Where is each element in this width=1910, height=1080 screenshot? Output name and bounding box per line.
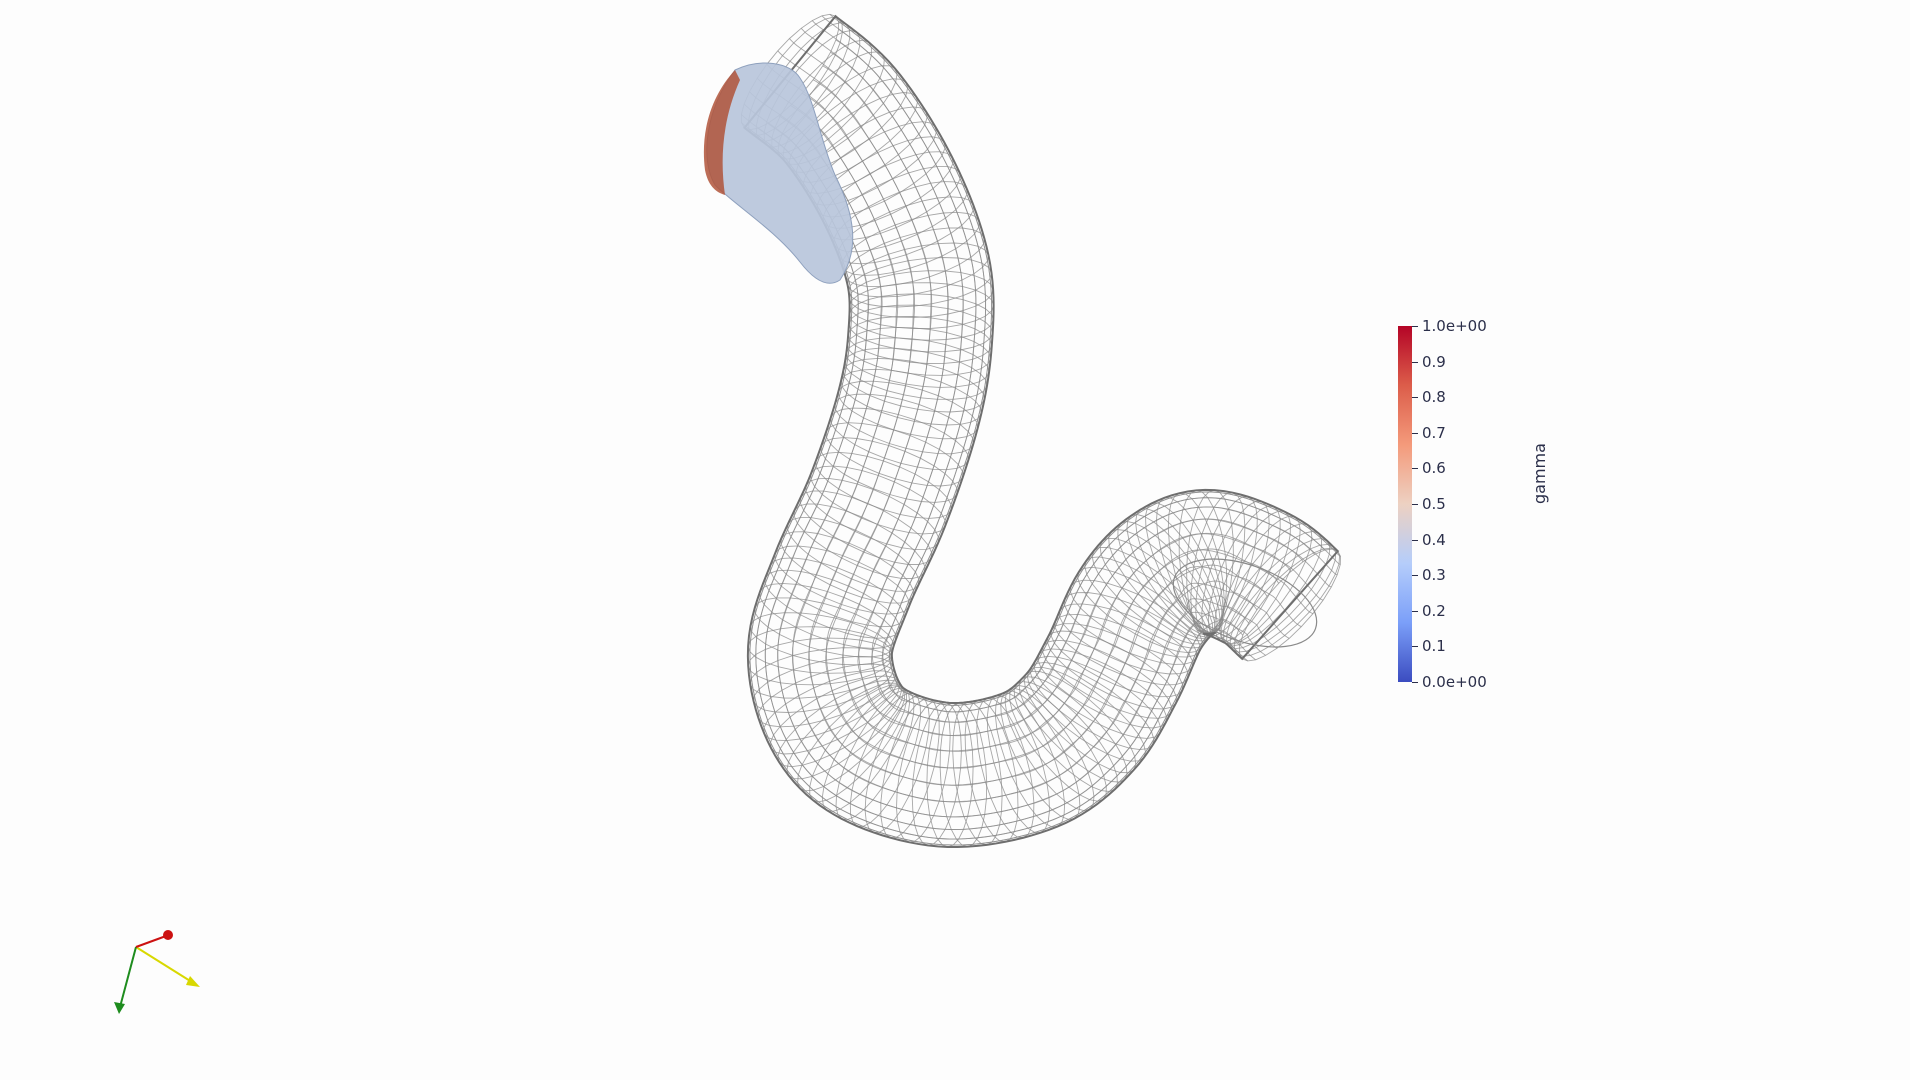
x-axis-head (186, 976, 200, 987)
x-axis-arrow (135, 946, 196, 985)
colorbar-tick (1412, 610, 1418, 612)
colorbar-tick (1412, 468, 1418, 470)
colorbar-tick-label: 0.6 (1422, 459, 1446, 478)
colorbar-tick (1412, 397, 1418, 399)
colorbar-tick (1412, 575, 1418, 577)
colorbar-tick (1412, 682, 1418, 683)
colorbar-tick-label: 0.9 (1422, 352, 1446, 371)
colorbar-tick-label: 0.0e+00 (1422, 673, 1487, 691)
high-gamma-rim (703, 70, 740, 195)
pipe-outline (743, 14, 1340, 849)
colorbar-tick (1412, 326, 1418, 327)
colorbar-title: gamma (1530, 443, 1549, 504)
colorbar-tick-label: 1.0e+00 (1422, 317, 1487, 335)
orientation-axes-widget (114, 930, 200, 1014)
colorbar-tick-label: 0.8 (1422, 388, 1446, 407)
colorbar-tick (1412, 432, 1418, 434)
z-axis-arrow (135, 935, 167, 948)
colorbar-tick (1412, 646, 1418, 648)
mesh-lines (740, 13, 1341, 848)
y-axis-head (114, 1002, 125, 1014)
colorbar-tick-label: 0.4 (1422, 530, 1446, 549)
colorbar-tick (1412, 361, 1418, 363)
colorbar-tick (1412, 539, 1418, 541)
colorbar-tick (1412, 504, 1418, 505)
colorbar-tick-label: 0.1 (1422, 637, 1446, 656)
gamma-color-legend: 1.0e+00 0.9 0.8 0.7 0.6 0.5 0.4 0.3 0.2 0.1 0.0e+0… (1398, 318, 1549, 691)
outlet-cap (1172, 558, 1318, 648)
colorbar-tick-label: 0.7 (1422, 423, 1446, 442)
z-axis-head (163, 930, 173, 940)
color-gradient-bar (1398, 326, 1412, 682)
colorbar-tick-label: 0.2 (1422, 601, 1446, 620)
y-axis-arrow (119, 946, 137, 1008)
colorbar-tick-label: 0.5 (1422, 495, 1446, 513)
colorbar-tick-label: 0.3 (1422, 566, 1446, 585)
